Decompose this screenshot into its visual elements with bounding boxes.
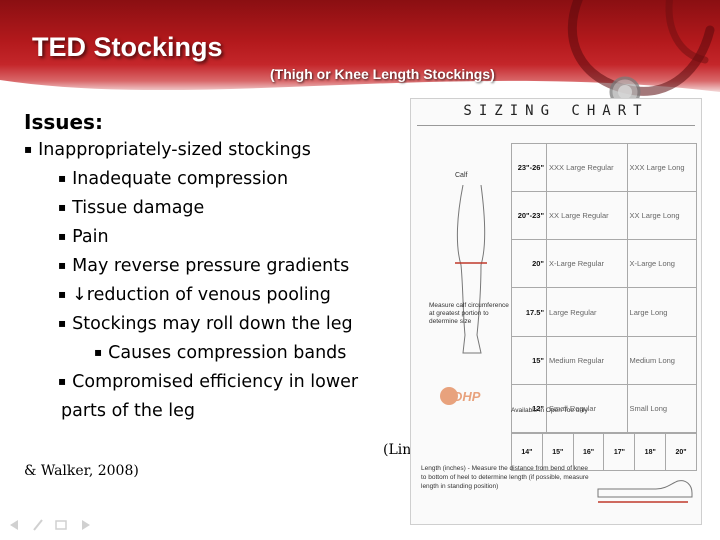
list-item: ▪ Pain — [58, 227, 109, 247]
table-row: 17.5" Large Regular Large Long — [511, 287, 698, 337]
list-item-continuation: parts of the leg — [61, 401, 196, 421]
slide-nav-icons[interactable] — [8, 518, 98, 532]
table-cell: XX Large Long — [626, 191, 698, 241]
table-row: 23"-26" XXX Large Regular XXX Large Long — [511, 142, 698, 193]
citation-fragment: (Lin — [383, 442, 412, 458]
length-instruction: Length (inches) - Measure the distance f… — [421, 465, 589, 490]
calf-measure-instruction: Measure calf circumference at greatest p… — [429, 302, 509, 325]
dhp-logo-icon: DHP — [440, 387, 481, 405]
list-item: ▪ Inappropriately-sized stockings — [24, 140, 311, 160]
list-item: ▪ ↓reduction of venous pooling — [58, 285, 331, 305]
availability-note: Available in Open Toe only — [511, 407, 588, 414]
bullet-square-icon: ▪ — [58, 200, 67, 214]
bullet-square-icon: ▪ — [58, 229, 67, 243]
table-cell: 16" — [572, 433, 605, 471]
table-cell: XX Large Regular — [546, 191, 628, 241]
table-cell: Large Long — [626, 287, 698, 337]
table-cell: 12" — [511, 383, 547, 434]
list-item: ▪ Tissue damage — [58, 198, 205, 218]
list-item: ▪ Inadequate compression — [58, 169, 289, 189]
table-cell: X-Large Regular — [546, 239, 628, 289]
bullet-square-icon: ▪ — [58, 287, 67, 301]
table-row: 14" 15" 16" 17" 18" 20" — [511, 433, 697, 471]
list-item: ▪ Causes compression bands — [94, 343, 347, 363]
table-row: 15" Medium Regular Medium Long — [511, 335, 698, 385]
table-cell: 15" — [541, 433, 574, 471]
table-cell: Small Long — [626, 383, 698, 434]
sizing-chart-heading: SIZING CHART — [463, 103, 649, 119]
table-cell: Medium Regular — [546, 335, 628, 385]
bullet-square-icon: ▪ — [58, 316, 67, 330]
citation: & Walker, 2008) — [24, 463, 139, 479]
table-cell: XXX Large Long — [626, 142, 698, 193]
slide-title: TED Stockings — [32, 32, 223, 62]
slide-subtitle: (Thigh or Knee Length Stockings) — [270, 66, 495, 82]
divider — [417, 125, 695, 126]
size-table: 23"-26" XXX Large Regular XXX Large Long… — [511, 142, 698, 434]
list-item: ▪ Stockings may roll down the leg — [58, 314, 353, 334]
table-row: 12" Small Regular Small Long — [511, 383, 698, 434]
table-cell: Small Regular — [546, 383, 628, 434]
bullet-square-icon: ▪ — [58, 171, 67, 185]
list-item: ▪ Compromised efficiency in lower — [58, 372, 359, 392]
table-row: 20" X-Large Regular X-Large Long — [511, 239, 698, 289]
logo-text: DHP — [453, 389, 481, 404]
table-cell: 23"-26" — [511, 142, 547, 193]
table-cell: 20"-23" — [511, 191, 547, 241]
foot-diagram-icon — [597, 480, 693, 503]
issues-heading: Issues: — [24, 110, 103, 134]
leg-diagram-icon — [455, 185, 487, 354]
table-row: 20"-23" XX Large Regular XX Large Long — [511, 191, 698, 241]
table-cell: 20" — [511, 239, 547, 289]
bullet-square-icon: ▪ — [58, 374, 67, 388]
table-cell: Large Regular — [546, 287, 628, 337]
list-item: ▪ May reverse pressure gradients — [58, 256, 350, 276]
table-cell: 20" — [665, 433, 697, 471]
table-cell: 17" — [603, 433, 636, 471]
calf-label: Calf — [455, 172, 468, 179]
table-cell: X-Large Long — [626, 239, 698, 289]
length-row: 14" 15" 16" 17" 18" 20" — [511, 433, 697, 471]
bullet-square-icon: ▪ — [24, 142, 33, 156]
table-cell: 18" — [634, 433, 667, 471]
bullet-square-icon: ▪ — [58, 258, 67, 272]
sizing-chart-image: SIZING CHART Calf Measure calf circumfer… — [410, 98, 702, 525]
bullet-square-icon: ▪ — [94, 345, 103, 359]
table-cell: 17.5" — [511, 287, 547, 337]
table-cell: XXX Large Regular — [546, 142, 628, 193]
table-cell: 14" — [511, 433, 543, 471]
table-cell: 15" — [511, 335, 547, 385]
table-cell: Medium Long — [626, 335, 698, 385]
